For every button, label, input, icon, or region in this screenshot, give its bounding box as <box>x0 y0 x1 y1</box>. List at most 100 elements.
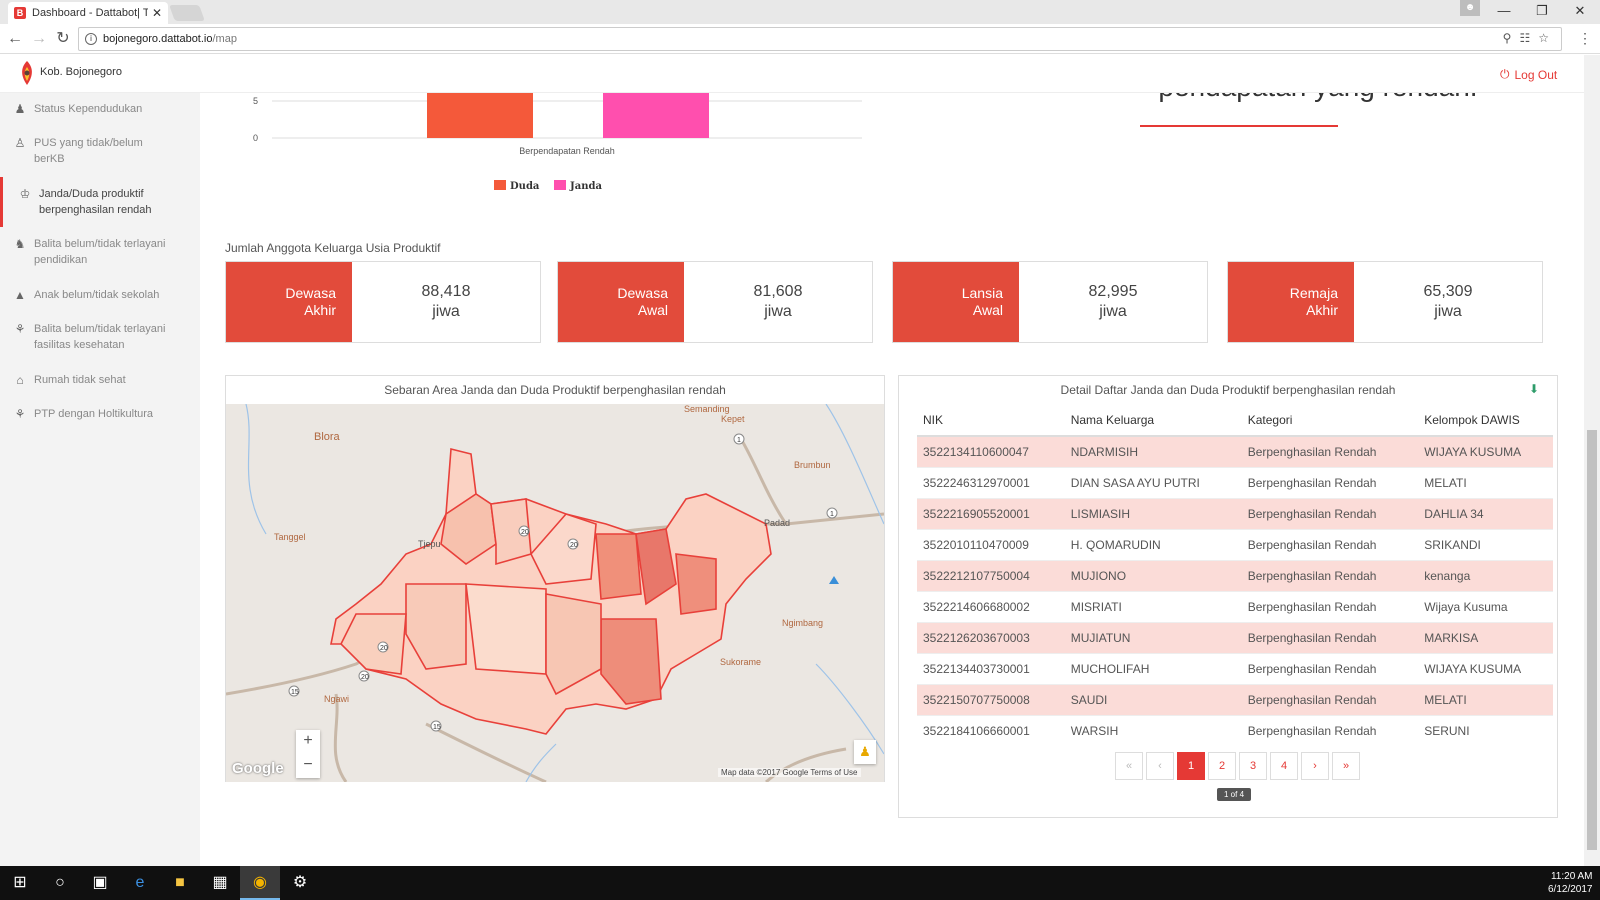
page-heading: pendapatan yang rendah. <box>1078 93 1558 103</box>
table-row[interactable]: 3522184106660001 WARSIH Berpenghasilan Ren… <box>917 714 1553 746</box>
column-header[interactable]: NIK <box>917 404 1065 437</box>
table-row[interactable]: 3522214606680002 MISRIATI Berpenghasilan R… <box>917 590 1553 622</box>
house-icon: ⌂ <box>16 373 24 387</box>
chrome-icon[interactable]: ◉ <box>240 866 280 900</box>
clock-time: 11:20 AM <box>1550 871 1593 882</box>
sidebar-item-balita-kesehatan[interactable]: ⚘ Balita belum/tidak terlayani fasilitas… <box>0 321 185 353</box>
translate-icon[interactable]: ☷ <box>1519 31 1539 45</box>
table-row[interactable]: 3522134110600047 NDARMISIH Berpenghasilan … <box>917 435 1553 467</box>
page-button[interactable]: » <box>1332 752 1360 780</box>
table-row[interactable]: 3522212107750004 MUJIONO Berpenghasilan Re… <box>917 559 1553 591</box>
clock-date: 6/12/2017 <box>1548 884 1593 895</box>
table-cell: 3522216905520001 <box>917 497 1065 529</box>
new-tab-button[interactable] <box>169 5 205 21</box>
pegman-icon[interactable]: ♟ <box>854 740 876 764</box>
stat-card-dewasa-awal: Dewasa Awal 81,608 jiwa <box>557 261 873 343</box>
table-row[interactable]: 3522150707750008 SAUDI Berpenghasilan Rend… <box>917 683 1553 715</box>
table-row[interactable]: 3522134403730001 MUCHOLIFAH Berpenghasilan… <box>917 652 1553 684</box>
info-icon[interactable]: i <box>85 33 97 45</box>
column-header[interactable]: Kategori <box>1241 404 1419 437</box>
back-arrow-icon[interactable]: ← <box>7 30 23 47</box>
tab-close-icon[interactable]: ✕ <box>151 6 162 20</box>
page-button[interactable]: ‹ <box>1146 752 1174 780</box>
road-markers: 20 20 20 20 15 15 1 1 <box>288 433 838 732</box>
child-icon: ♞ <box>14 237 26 251</box>
sidebar-item-status-kependudukan[interactable]: ♟ Status Kependudukan <box>0 101 200 117</box>
table-cell: 3522184106660001 <box>917 714 1065 746</box>
download-icon[interactable]: ⬇ <box>1529 382 1540 396</box>
reload-icon[interactable]: ↻ <box>56 30 70 47</box>
table-row[interactable]: 3522246312970001 DIAN SASA AYU PUTRI Berpe… <box>917 466 1553 498</box>
river-1 <box>245 404 267 535</box>
browser-menu-icon[interactable]: ⋮ <box>1578 30 1592 46</box>
legend-swatch <box>494 180 506 190</box>
table-cell: MUCHOLIFAH <box>1064 652 1242 684</box>
table-row[interactable]: 3522010110470009 H. QOMARUDIN Berpenghasil… <box>917 528 1553 560</box>
bookmark-star-icon[interactable]: ☆ <box>1538 31 1557 45</box>
power-icon: ⏻ <box>1500 67 1510 81</box>
store-icon[interactable]: ▦ <box>212 874 228 891</box>
sidebar-item-rumah-tidak-sehat[interactable]: ⌂ Rumah tidak sehat <box>0 372 200 388</box>
scroll-thumb[interactable] <box>1587 430 1597 850</box>
sidebar-item-label: Janda/Duda produktif berpenghasilan rend… <box>39 188 152 216</box>
place-label: Semanding <box>684 404 730 414</box>
page-button[interactable]: › <box>1301 752 1329 780</box>
app-header: Kob. Bojonegoro ⏻ Log Out <box>0 55 1584 93</box>
close-window-button[interactable]: ✕ <box>1574 3 1586 18</box>
logout-button[interactable]: ⏻ Log Out <box>1500 67 1557 82</box>
zoom-out-button[interactable]: − <box>303 756 313 773</box>
table-cell: MUJIONO <box>1064 559 1242 591</box>
key-icon[interactable]: ⚲ <box>1502 31 1520 45</box>
sidebar-item-pus[interactable]: ♙ PUS yang tidak/belum berKB <box>0 135 160 167</box>
file-explorer-icon[interactable]: ■ <box>175 874 185 891</box>
omnibox-icons: ⚲☷☆ <box>1503 31 1557 45</box>
user-icon[interactable]: ☻ <box>1460 0 1480 16</box>
minimize-button[interactable]: — <box>1497 3 1511 18</box>
column-header[interactable]: Kelompok DAWIS <box>1418 404 1553 437</box>
page-button[interactable]: 1 <box>1177 752 1205 780</box>
column-header[interactable]: Nama Keluarga <box>1064 404 1242 437</box>
table-cell: MARKISA <box>1418 621 1553 653</box>
table-title: Detail Daftar Janda dan Duda Produktif b… <box>1060 383 1396 397</box>
bar-duda <box>427 93 533 138</box>
page-button[interactable]: 2 <box>1208 752 1236 780</box>
family-icon: ♙ <box>14 136 26 150</box>
settings-gear-icon[interactable]: ⚙ <box>292 874 308 891</box>
forward-arrow-icon[interactable]: → <box>31 30 47 47</box>
address-bar[interactable]: i bojonegoro.dattabot.io/map ⚲☷☆ <box>78 27 1562 51</box>
stat-value: 65,309 <box>1423 283 1473 300</box>
district-9 <box>465 583 547 675</box>
table-cell: MISRIATI <box>1064 590 1242 622</box>
lake-icon <box>829 576 839 584</box>
zoom-in-button[interactable]: + <box>303 732 313 749</box>
map-attribution[interactable]: Map data ©2017 Google Terms of Use <box>718 768 861 777</box>
sidebar-item-label: Rumah tidak sehat <box>34 374 126 386</box>
edge-icon[interactable]: e <box>135 874 145 891</box>
legend-swatch <box>554 180 566 190</box>
google-logo: Google <box>232 760 284 777</box>
page-button[interactable]: « <box>1115 752 1143 780</box>
district-2 <box>490 498 532 566</box>
sidebar-item-anak-sekolah[interactable]: ▲ Anak belum/tidak sekolah <box>0 287 200 303</box>
district-3 <box>530 513 597 585</box>
restore-button[interactable]: ❐ <box>1536 3 1548 18</box>
page-button[interactable]: 4 <box>1270 752 1298 780</box>
windows-start-icon[interactable]: ⊞ <box>13 874 27 891</box>
sidebar-item-ptp-holtikultura[interactable]: ⚘ PTP dengan Holtikultura <box>0 406 200 422</box>
page-scrollbar[interactable] <box>1584 55 1600 866</box>
system-clock[interactable]: 11:20 AM 6/12/2017 <box>1548 870 1593 896</box>
page-button[interactable]: 3 <box>1239 752 1267 780</box>
legend-label: Duda <box>510 181 540 192</box>
search-icon[interactable]: ○ <box>55 874 65 891</box>
road-label: 1 <box>830 511 834 518</box>
sidebar-item-balita-pendidikan[interactable]: ♞ Balita belum/tidak terlayani pendidika… <box>0 236 185 268</box>
map-view[interactable]: Blora Semanding Kepet Brumbun Tanggel Tj… <box>226 404 884 782</box>
table-row[interactable]: 3522126203670003 MUJIATUN Berpenghasilan R… <box>917 621 1553 653</box>
browser-tab[interactable]: B Dashboard - Dattabot| Te ✕ <box>8 2 168 24</box>
sidebar-item-janda-duda[interactable]: ♔ Janda/Duda produktif berpenghasilan re… <box>0 177 170 227</box>
task-view-icon[interactable]: ▣ <box>92 874 108 891</box>
url-host: bojonegoro.dattabot.io <box>103 33 213 45</box>
table-row[interactable]: 3522216905520001 LISMIASIH Berpenghasilan … <box>917 497 1553 529</box>
road-south-east <box>425 722 547 782</box>
road-label: 20 <box>361 674 369 681</box>
